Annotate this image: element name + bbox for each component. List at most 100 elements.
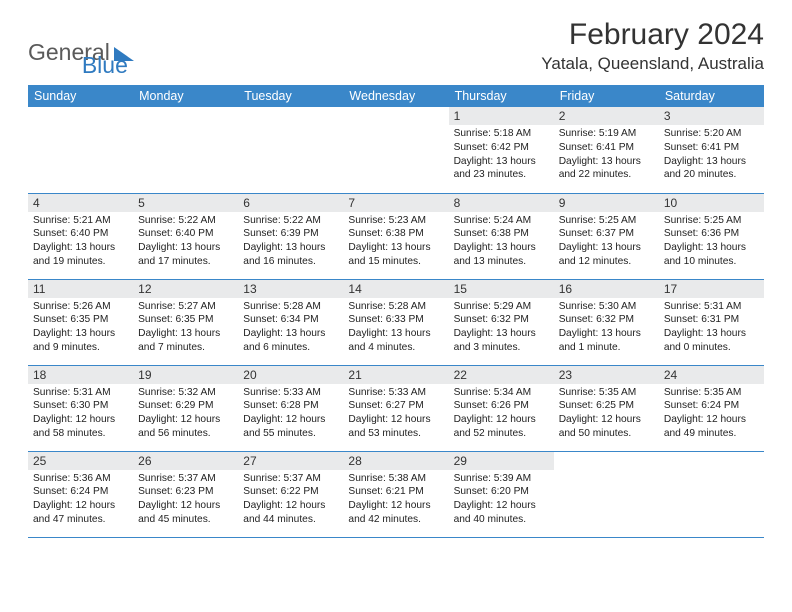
day-details: Sunrise: 5:22 AMSunset: 6:40 PMDaylight:… [133,212,238,269]
day-number: 28 [343,452,448,470]
day-number: 11 [28,280,133,298]
day-details: Sunrise: 5:30 AMSunset: 6:32 PMDaylight:… [554,298,659,355]
day-details: Sunrise: 5:23 AMSunset: 6:38 PMDaylight:… [343,212,448,269]
day-details: Sunrise: 5:37 AMSunset: 6:22 PMDaylight:… [238,470,343,527]
day-details: Sunrise: 5:19 AMSunset: 6:41 PMDaylight:… [554,125,659,182]
day-cell: 10Sunrise: 5:25 AMSunset: 6:36 PMDayligh… [659,193,764,279]
day-number: 1 [449,107,554,125]
day-cell: 13Sunrise: 5:28 AMSunset: 6:34 PMDayligh… [238,279,343,365]
day-details: Sunrise: 5:20 AMSunset: 6:41 PMDaylight:… [659,125,764,182]
day-cell: 2Sunrise: 5:19 AMSunset: 6:41 PMDaylight… [554,107,659,193]
day-cell: 1Sunrise: 5:18 AMSunset: 6:42 PMDaylight… [449,107,554,193]
calendar-table: SundayMondayTuesdayWednesdayThursdayFrid… [28,85,764,538]
day-details: Sunrise: 5:18 AMSunset: 6:42 PMDaylight:… [449,125,554,182]
header: General Blue February 2024 Yatala, Queen… [28,18,764,79]
day-header: Friday [554,85,659,107]
day-cell: 16Sunrise: 5:30 AMSunset: 6:32 PMDayligh… [554,279,659,365]
day-number: 29 [449,452,554,470]
day-cell [28,107,133,193]
day-header: Thursday [449,85,554,107]
day-details: Sunrise: 5:34 AMSunset: 6:26 PMDaylight:… [449,384,554,441]
day-details: Sunrise: 5:31 AMSunset: 6:30 PMDaylight:… [28,384,133,441]
month-title: February 2024 [541,18,764,52]
day-cell [133,107,238,193]
day-details: Sunrise: 5:28 AMSunset: 6:34 PMDaylight:… [238,298,343,355]
day-cell: 8Sunrise: 5:24 AMSunset: 6:38 PMDaylight… [449,193,554,279]
day-details: Sunrise: 5:36 AMSunset: 6:24 PMDaylight:… [28,470,133,527]
day-number: 18 [28,366,133,384]
day-cell: 27Sunrise: 5:37 AMSunset: 6:22 PMDayligh… [238,451,343,537]
day-details: Sunrise: 5:31 AMSunset: 6:31 PMDaylight:… [659,298,764,355]
day-number: 3 [659,107,764,125]
day-details: Sunrise: 5:25 AMSunset: 6:36 PMDaylight:… [659,212,764,269]
day-number: 21 [343,366,448,384]
day-header: Tuesday [238,85,343,107]
day-details: Sunrise: 5:32 AMSunset: 6:29 PMDaylight:… [133,384,238,441]
day-header: Monday [133,85,238,107]
day-cell: 15Sunrise: 5:29 AMSunset: 6:32 PMDayligh… [449,279,554,365]
day-cell: 29Sunrise: 5:39 AMSunset: 6:20 PMDayligh… [449,451,554,537]
day-cell: 18Sunrise: 5:31 AMSunset: 6:30 PMDayligh… [28,365,133,451]
day-details: Sunrise: 5:29 AMSunset: 6:32 PMDaylight:… [449,298,554,355]
day-cell: 22Sunrise: 5:34 AMSunset: 6:26 PMDayligh… [449,365,554,451]
title-block: February 2024 Yatala, Queensland, Austra… [541,18,764,74]
day-number: 26 [133,452,238,470]
day-cell: 3Sunrise: 5:20 AMSunset: 6:41 PMDaylight… [659,107,764,193]
page: General Blue February 2024 Yatala, Queen… [0,0,792,538]
day-details: Sunrise: 5:33 AMSunset: 6:27 PMDaylight:… [343,384,448,441]
day-number: 7 [343,194,448,212]
week-row: 18Sunrise: 5:31 AMSunset: 6:30 PMDayligh… [28,365,764,451]
day-cell: 19Sunrise: 5:32 AMSunset: 6:29 PMDayligh… [133,365,238,451]
day-number: 2 [554,107,659,125]
day-cell: 24Sunrise: 5:35 AMSunset: 6:24 PMDayligh… [659,365,764,451]
day-cell: 28Sunrise: 5:38 AMSunset: 6:21 PMDayligh… [343,451,448,537]
day-number: 22 [449,366,554,384]
day-number: 6 [238,194,343,212]
day-number: 16 [554,280,659,298]
day-details: Sunrise: 5:33 AMSunset: 6:28 PMDaylight:… [238,384,343,441]
day-details: Sunrise: 5:37 AMSunset: 6:23 PMDaylight:… [133,470,238,527]
day-cell: 9Sunrise: 5:25 AMSunset: 6:37 PMDaylight… [554,193,659,279]
day-cell: 12Sunrise: 5:27 AMSunset: 6:35 PMDayligh… [133,279,238,365]
day-number: 19 [133,366,238,384]
day-number: 15 [449,280,554,298]
day-number: 10 [659,194,764,212]
day-header-row: SundayMondayTuesdayWednesdayThursdayFrid… [28,85,764,107]
day-cell: 7Sunrise: 5:23 AMSunset: 6:38 PMDaylight… [343,193,448,279]
day-header: Saturday [659,85,764,107]
day-header: Sunday [28,85,133,107]
day-details: Sunrise: 5:26 AMSunset: 6:35 PMDaylight:… [28,298,133,355]
day-cell: 20Sunrise: 5:33 AMSunset: 6:28 PMDayligh… [238,365,343,451]
day-details: Sunrise: 5:22 AMSunset: 6:39 PMDaylight:… [238,212,343,269]
week-row: 4Sunrise: 5:21 AMSunset: 6:40 PMDaylight… [28,193,764,279]
day-details: Sunrise: 5:27 AMSunset: 6:35 PMDaylight:… [133,298,238,355]
day-cell: 11Sunrise: 5:26 AMSunset: 6:35 PMDayligh… [28,279,133,365]
week-row: 1Sunrise: 5:18 AMSunset: 6:42 PMDaylight… [28,107,764,193]
day-details: Sunrise: 5:28 AMSunset: 6:33 PMDaylight:… [343,298,448,355]
week-row: 11Sunrise: 5:26 AMSunset: 6:35 PMDayligh… [28,279,764,365]
day-number: 9 [554,194,659,212]
day-details: Sunrise: 5:25 AMSunset: 6:37 PMDaylight:… [554,212,659,269]
day-cell [554,451,659,537]
day-number: 17 [659,280,764,298]
day-cell [343,107,448,193]
logo: General Blue [28,18,128,79]
day-cell: 23Sunrise: 5:35 AMSunset: 6:25 PMDayligh… [554,365,659,451]
day-number: 4 [28,194,133,212]
day-cell: 26Sunrise: 5:37 AMSunset: 6:23 PMDayligh… [133,451,238,537]
day-cell [659,451,764,537]
day-number: 27 [238,452,343,470]
day-cell: 17Sunrise: 5:31 AMSunset: 6:31 PMDayligh… [659,279,764,365]
location: Yatala, Queensland, Australia [541,54,764,74]
day-details: Sunrise: 5:39 AMSunset: 6:20 PMDaylight:… [449,470,554,527]
day-details: Sunrise: 5:24 AMSunset: 6:38 PMDaylight:… [449,212,554,269]
day-cell: 21Sunrise: 5:33 AMSunset: 6:27 PMDayligh… [343,365,448,451]
day-number: 13 [238,280,343,298]
day-number: 8 [449,194,554,212]
day-cell [238,107,343,193]
day-cell: 14Sunrise: 5:28 AMSunset: 6:33 PMDayligh… [343,279,448,365]
day-details: Sunrise: 5:38 AMSunset: 6:21 PMDaylight:… [343,470,448,527]
day-cell: 4Sunrise: 5:21 AMSunset: 6:40 PMDaylight… [28,193,133,279]
day-number: 14 [343,280,448,298]
week-row: 25Sunrise: 5:36 AMSunset: 6:24 PMDayligh… [28,451,764,537]
